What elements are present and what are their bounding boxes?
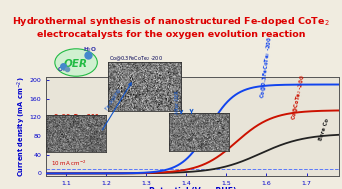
Text: OER: OER — [64, 59, 88, 69]
X-axis label: Potential (V vs RHE): Potential (V vs RHE) — [149, 187, 236, 189]
Text: Co@CoTe$_2$ -200: Co@CoTe$_2$ -200 — [53, 112, 100, 121]
Text: Hydrothermal synthesis of nanostructured Fe-doped CoTe$_2$
electrocatalysts for : Hydrothermal synthesis of nanostructured… — [12, 15, 330, 39]
Ellipse shape — [55, 49, 97, 76]
Text: Co@CoTe$_2$ -200: Co@CoTe$_2$ -200 — [289, 74, 308, 121]
Text: Co@0.3FeCoTe$_2$ -200: Co@0.3FeCoTe$_2$ -200 — [258, 36, 275, 99]
Text: 10 mA cm$^{-2}$: 10 mA cm$^{-2}$ — [51, 159, 86, 168]
Text: Fe doping: Fe doping — [104, 88, 121, 111]
Text: Bare Co: Bare Co — [319, 118, 330, 142]
Y-axis label: Current density (mA cm$^{-2}$): Current density (mA cm$^{-2}$) — [16, 76, 28, 177]
Text: After OER: After OER — [175, 90, 181, 114]
Text: Co@0.3FeCoTe$_2$ -200: Co@0.3FeCoTe$_2$ -200 — [109, 54, 163, 63]
Text: O$_2$: O$_2$ — [57, 65, 66, 74]
Text: H$_2$O: H$_2$O — [83, 45, 97, 54]
